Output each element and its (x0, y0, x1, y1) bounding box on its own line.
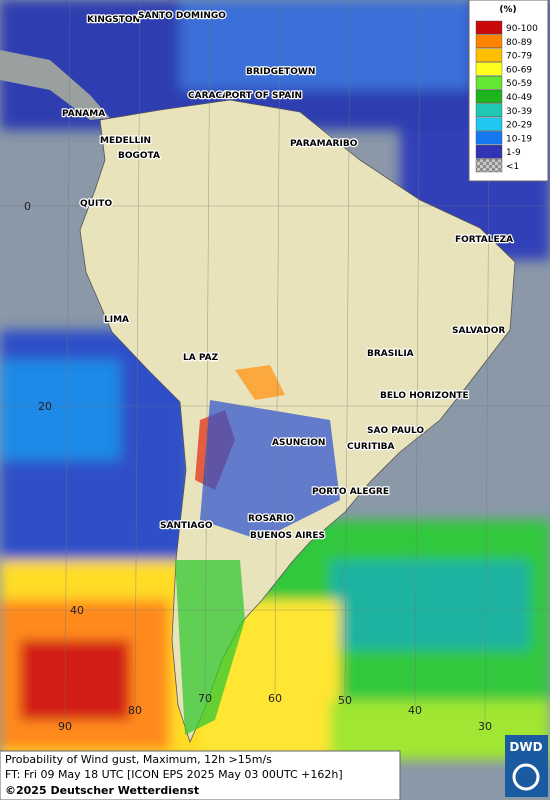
city-label: BRASILIA (367, 349, 414, 359)
city-label: CARACAS (188, 91, 236, 101)
latitude-label: 20 (38, 400, 52, 413)
copyright: ©2025 Deutscher Wetterdienst (5, 784, 199, 797)
caribbean-land (0, 50, 110, 120)
city-label: PANAMA (62, 109, 105, 119)
city-label: BELO HORIZONTE (380, 391, 469, 401)
legend-unit: (%) (499, 5, 516, 15)
city-label: BUENOS AIRES (250, 531, 325, 541)
legend-label: 40-49 (506, 93, 532, 103)
graticule (0, 0, 550, 726)
city-label: PORTO ALEGRE (312, 487, 389, 497)
legend-label: 80-89 (506, 38, 532, 48)
logo-text: DWD (509, 740, 542, 754)
longitude-label: 80 (128, 704, 142, 717)
legend-swatch (475, 20, 503, 35)
legend-label: 20-29 (506, 121, 532, 131)
city-label: SAO PAULO (367, 426, 424, 436)
city-label: BRIDGETOWN (246, 67, 315, 77)
legend-label: 50-59 (506, 79, 532, 89)
city-label: LA PAZ (183, 353, 219, 363)
city-label: SANTO DOMINGO (138, 11, 226, 21)
city-label: SALVADOR (452, 326, 505, 336)
longitude-label: 70 (198, 692, 212, 705)
longitude-label: 90 (58, 720, 72, 733)
city-label: ROSARIO (248, 514, 294, 524)
logo-symbol (512, 763, 540, 791)
footer-box (0, 750, 401, 800)
legend: (%) 90-100 80-89 70-79 60-69 50-59 40-49 30-39 2… (468, 0, 549, 182)
legend-label: 90-100 (506, 24, 538, 34)
footer-line: FT: Fri 09 May 18 UTC [ICON EPS 2025 May… (5, 768, 343, 781)
legend-swatch (475, 131, 503, 145)
city-label: SANTIAGO (160, 521, 213, 531)
bolivia-wind (235, 365, 285, 400)
city-label: CURITIBA (347, 442, 395, 452)
legend-swatch (475, 89, 503, 104)
city-label: PARAMARIBO (290, 139, 358, 149)
legend-swatch (475, 103, 503, 118)
city-label: PORT OF SPAIN (225, 91, 302, 101)
city-label: ASUNCION (272, 438, 325, 448)
legend-label: 60-69 (506, 65, 532, 75)
footer-line: Probability of Wind gust, Maximum, 12h >… (5, 753, 272, 766)
longitude-label: 40 (408, 704, 422, 717)
legend-label: 30-39 (506, 107, 532, 117)
legend-label: <1 (506, 162, 519, 172)
legend-label: 70-79 (506, 52, 532, 62)
latitude-label: 0 (24, 200, 31, 213)
legend-label: 1-9 (506, 148, 521, 158)
longitude-label: 60 (268, 692, 282, 705)
legend-swatch (475, 34, 503, 48)
legend-swatch (475, 144, 503, 159)
longitude-label: 50 (338, 694, 352, 707)
plata-wind (200, 400, 340, 540)
legend-swatch (475, 75, 503, 90)
city-label: QUITO (80, 199, 112, 209)
city-label: BOGOTA (118, 151, 160, 161)
longitude-label: 30 (478, 720, 492, 733)
legend-swatch (475, 62, 503, 76)
legend-swatch (475, 158, 503, 173)
patagonia-wind (175, 560, 245, 735)
legend-swatch (475, 117, 503, 131)
dwd-logo: DWD (505, 735, 548, 797)
city-label: MEDELLIN (100, 136, 151, 146)
footer: Probability of Wind gust, Maximum, 12h >… (0, 750, 401, 800)
city-label: FORTALEZA (455, 235, 513, 245)
city-label: LIMA (104, 315, 129, 325)
latitude-label: 40 (70, 604, 84, 617)
legend-label: 10-19 (506, 134, 532, 144)
legend-swatch (475, 48, 503, 62)
city-label: KINGSTON (87, 15, 140, 25)
